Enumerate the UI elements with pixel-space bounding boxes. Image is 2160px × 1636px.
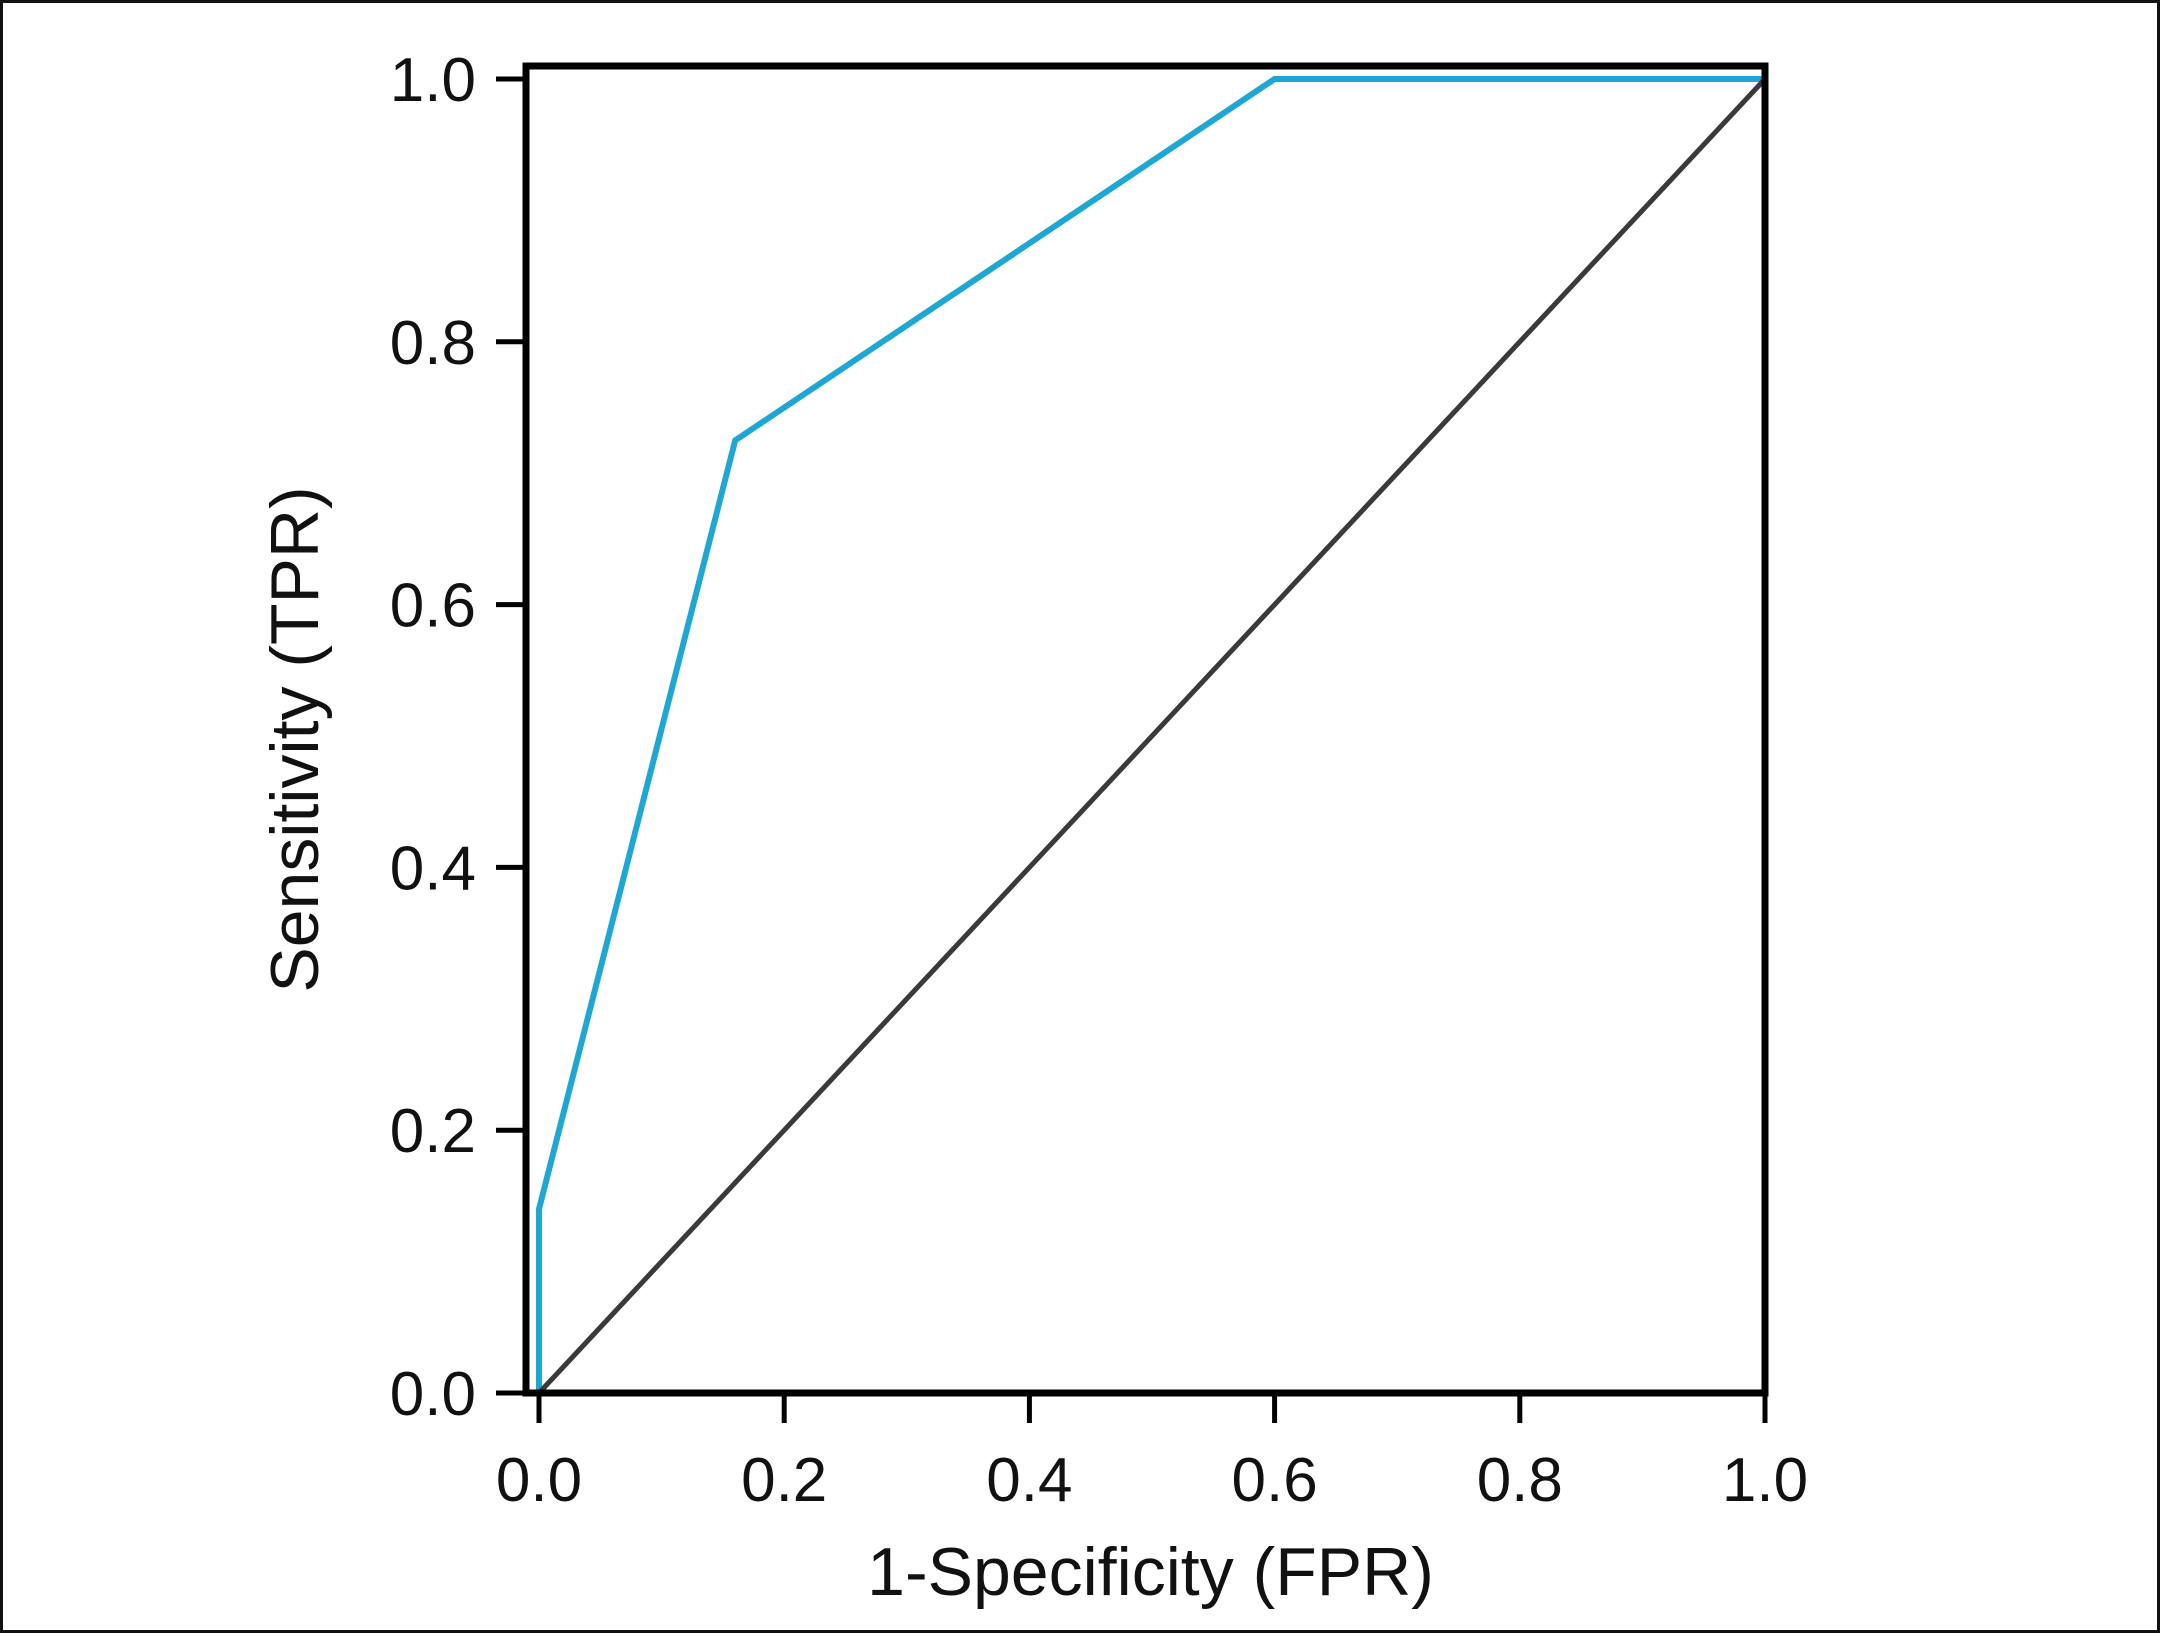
- ticks-layer: 0.0 0.2 0.4 0.6 0.8 1.0 0.0 0.2 0.4 0.6 0.8 1.0: [390, 46, 1808, 1515]
- y-tick-label: 1.0: [390, 46, 476, 115]
- y-tick-label: 0.2: [390, 1097, 476, 1166]
- y-axis-title: Sensitivity (TPR): [257, 486, 333, 992]
- reference-diagonal-line: [537, 77, 1767, 1395]
- y-tick-label: 0.0: [390, 1360, 476, 1429]
- x-tick-label: 1.0: [1722, 1446, 1808, 1515]
- y-tick-label: 0.4: [390, 834, 476, 903]
- roc-chart: 0.0 0.2 0.4 0.6 0.8 1.0 0.0 0.2 0.4 0.6 0.8 1.0 1-S…: [257, 46, 1808, 1610]
- y-tick-label: 0.6: [390, 572, 476, 641]
- x-tick-label: 0.2: [741, 1446, 827, 1515]
- x-tick-label: 0.0: [496, 1446, 582, 1515]
- x-tick-label: 0.8: [1477, 1446, 1563, 1515]
- plot-border: [522, 62, 1769, 1397]
- series-layer: [536, 76, 1767, 1395]
- y-tick-label: 0.8: [390, 309, 476, 378]
- x-tick-label: 0.6: [1231, 1446, 1317, 1515]
- x-tick-label: 0.4: [986, 1446, 1072, 1515]
- roc-curve-line: [536, 76, 1765, 1393]
- x-axis-title: 1-Specificity (FPR): [867, 1534, 1434, 1610]
